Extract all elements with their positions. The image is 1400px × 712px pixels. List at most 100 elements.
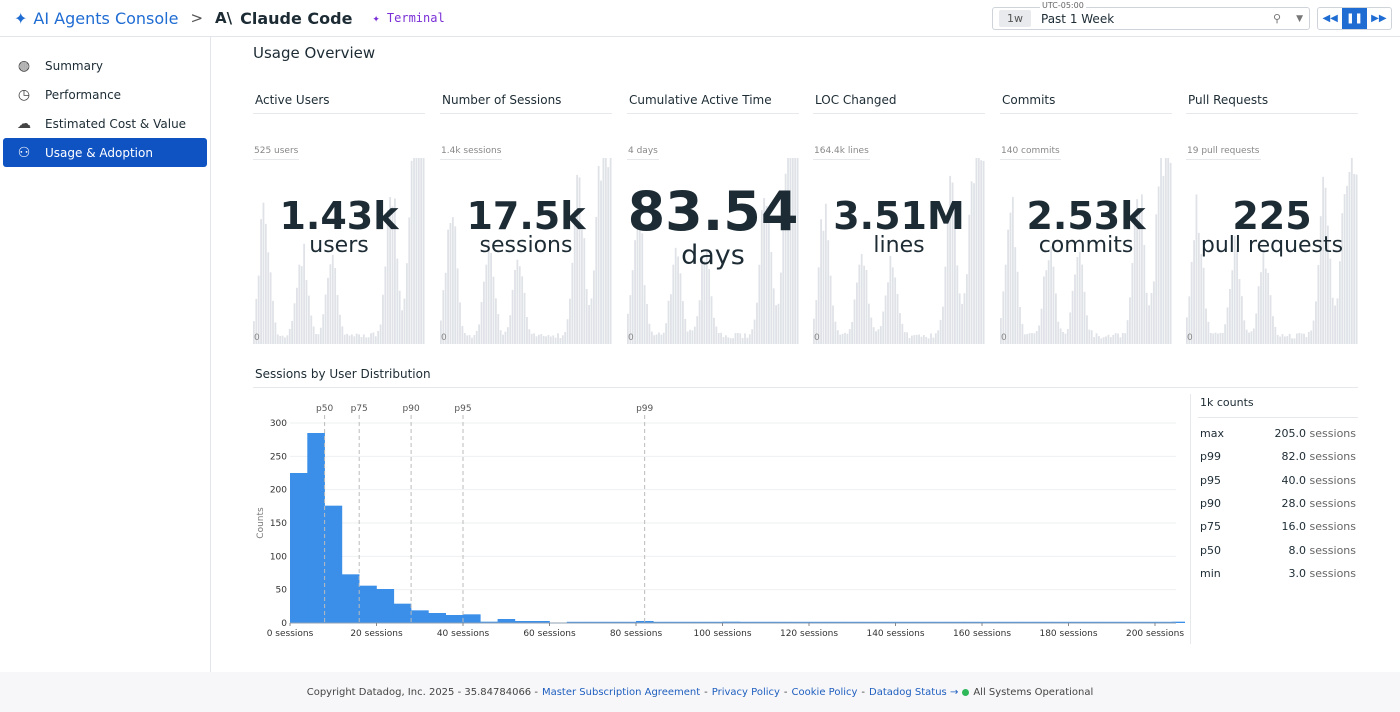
histogram-bar (653, 621, 671, 623)
stats-panel: 1k counts max 205.0 sessions p99 82.0 sessi… (1190, 394, 1358, 644)
sparkline-bar (734, 333, 737, 344)
metric-value: 2.53k (1026, 194, 1146, 238)
sparkline-bar (492, 276, 495, 344)
background-sparkline (1000, 158, 1172, 344)
sparkline-bar (564, 332, 567, 344)
histogram-bar (463, 614, 481, 623)
sparkline-bar (1097, 336, 1100, 344)
sparkline-bar (1148, 305, 1150, 344)
sparkline-bar (784, 173, 787, 344)
sparkline-bar (968, 214, 971, 344)
pause-button[interactable]: ❚❚ (1342, 8, 1367, 29)
card-title: Number of Sessions (440, 90, 612, 114)
sparkline-bar (1209, 332, 1212, 344)
histogram-bar (376, 589, 395, 623)
sparkline-bar (1095, 333, 1098, 344)
histogram-bar (878, 621, 896, 623)
histogram-bar (341, 574, 360, 623)
sparkline-bar (1240, 296, 1243, 344)
sparkline-bar (1272, 316, 1274, 344)
sparkline-bar (288, 328, 291, 344)
sparkline-bar (449, 223, 452, 344)
sparkline-bar (763, 198, 766, 344)
sparkline-bar (1205, 308, 1207, 344)
section-title: Usage Overview (253, 44, 376, 62)
sidebar-item-estimated-cost-value[interactable]: ☁ Estimated Cost & Value (3, 109, 207, 138)
sparkline-bar (848, 329, 851, 344)
msa-link[interactable]: Master Subscription Agreement (541, 686, 701, 698)
sparkline-bar (980, 160, 983, 344)
histogram-bar (809, 621, 827, 623)
sparkline-bar (578, 177, 581, 344)
sparkline-bar (1255, 313, 1258, 344)
sparkline-bar (1338, 261, 1341, 344)
sparkline-bar (627, 313, 629, 344)
sparkline-bar (1336, 298, 1339, 344)
sparkline-bar (1334, 305, 1336, 344)
rewind-button[interactable]: ◀◀ (1322, 13, 1338, 24)
histogram-bar (307, 433, 325, 623)
sparkline-bar (590, 298, 593, 344)
sparkline-bar (1286, 336, 1289, 344)
metric-card[interactable]: Cumulative Active Time 4 days 0 83.54 da… (627, 90, 799, 345)
cost-cloud-icon: ☁ (17, 115, 31, 132)
sparkline-bar (303, 243, 305, 344)
sparkline-bar (410, 160, 413, 344)
time-range-selector[interactable]: 1w Past 1 Week ⚲ ▼ (992, 7, 1310, 30)
percentile-label: p75 (351, 404, 368, 414)
pin-icon[interactable]: ⚲ (1272, 12, 1281, 25)
breadcrumb-ai-agents-console[interactable]: ✦ AI Agents Console (14, 8, 179, 28)
sparkline-bar (1102, 337, 1105, 344)
metric-card[interactable]: Pull Requests 19 pull requests 0 225 pul… (1186, 90, 1358, 345)
sparkline-bar (571, 262, 574, 344)
stat-row-p75: p75 16.0 sessions (1198, 515, 1358, 538)
sparkline-bar (471, 337, 473, 344)
breadcrumb-separator: > (190, 9, 204, 27)
sparkline-bar (576, 174, 579, 344)
histogram-bar (982, 621, 1000, 623)
sparkline-bar (813, 318, 815, 344)
sparkline-bar (1114, 333, 1117, 344)
sparkline-bar (475, 330, 478, 344)
x-tick-label: 40 sessions (437, 629, 490, 639)
sparkline-bar (1217, 333, 1219, 344)
background-sparkline (1186, 158, 1358, 344)
sparkline-bar (870, 317, 873, 344)
stat-value: 28.0 sessions (1281, 497, 1356, 511)
sparkline-bar (339, 314, 341, 344)
sparkline-bar (535, 336, 538, 344)
sparkline-bar (329, 264, 332, 344)
sidebar-item-summary[interactable]: ◍ Summary (3, 51, 207, 80)
sparkline-bar (1303, 333, 1305, 344)
sparkline-bar (537, 334, 540, 344)
sparkline-bar (372, 332, 375, 344)
sparkline-bar (1011, 197, 1014, 344)
sparkline-bar (705, 250, 708, 344)
sparkline-bar (547, 335, 550, 344)
sidebar-item-performance[interactable]: ◷ Performance (3, 80, 207, 109)
privacy-link[interactable]: Privacy Policy (711, 686, 780, 698)
sparkline-bar (951, 182, 954, 344)
status-link[interactable]: Datadog Status → (869, 686, 959, 698)
metric-card[interactable]: LOC Changed 164.4k lines 0 3.51M lines (813, 90, 985, 345)
metric-card[interactable]: Active Users 525 users 0 1.43k users (253, 90, 425, 345)
cookie-link[interactable]: Cookie Policy (791, 686, 858, 698)
sparkline-bar (1023, 334, 1026, 344)
chevron-down-icon[interactable]: ▼ (1296, 13, 1303, 24)
sparkline-bar (1081, 264, 1084, 344)
percentile-label: p95 (454, 404, 471, 414)
sparkline-bar (403, 298, 406, 344)
sparkline-bar (353, 336, 356, 344)
x-tick-label: 100 sessions (693, 629, 751, 639)
sparkline-bar (1322, 176, 1325, 344)
fast-forward-button[interactable]: ▶▶ (1371, 13, 1387, 24)
metric-card[interactable]: Number of Sessions 1.4k sessions 0 17.5k… (440, 90, 612, 345)
sparkline-bar (727, 337, 730, 344)
metric-card[interactable]: Commits 140 commits 0 2.53k commits (1000, 90, 1172, 345)
sidebar-item-usage-adoption[interactable]: ⚇ Usage & Adoption (3, 138, 207, 167)
sparkline-bar (1307, 331, 1310, 344)
sparkline-bar (925, 336, 928, 344)
axis-zero: 0 (628, 333, 634, 343)
sparkline-bar (554, 337, 557, 344)
sparkline-bar (753, 319, 756, 344)
